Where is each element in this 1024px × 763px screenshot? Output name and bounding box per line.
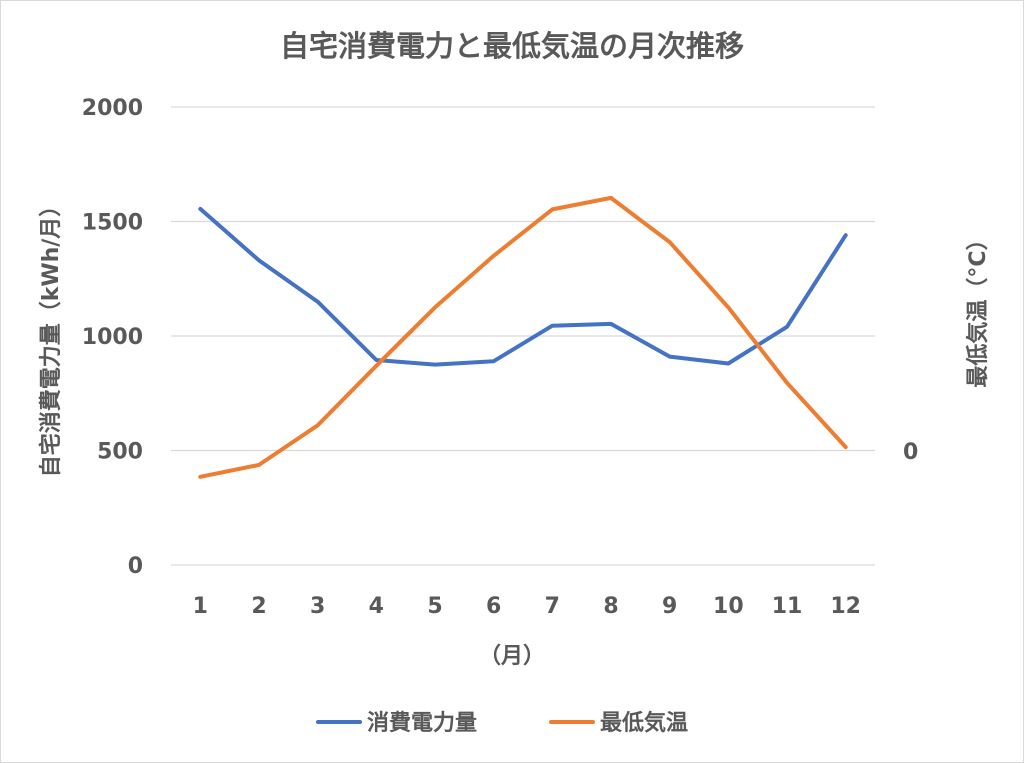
x-tick-label: 4 [369, 594, 384, 619]
chart-title: 自宅消費電力と最低気温の月次推移 [280, 29, 744, 63]
x-tick-label: 3 [310, 594, 325, 619]
x-tick-label: 6 [486, 594, 501, 619]
y-tick-label: 1500 [82, 211, 143, 236]
y-tick-label: 2000 [82, 96, 143, 121]
y2-axis-ticks: 0 [903, 440, 918, 465]
y-axis-ticks: 0 500 1000 1500 2000 [82, 96, 143, 579]
gridlines [171, 106, 875, 566]
x-axis-ticks: 1 2 3 4 5 6 7 8 9 10 11 12 [193, 594, 861, 619]
x-tick-label: 5 [427, 594, 442, 619]
x-tick-label: 8 [603, 594, 618, 619]
series-line-temp [198, 195, 848, 479]
legend-label-power: 消費電力量 [367, 711, 477, 736]
y-tick-label: 500 [97, 440, 143, 465]
x-tick-label: 9 [662, 594, 677, 619]
x-tick-label: 11 [772, 594, 803, 619]
y-axis-title: 自宅消費電力量（kWh/月） [38, 195, 64, 478]
y2-axis-title: 最低気温（°C） [965, 228, 991, 387]
legend-label-temp: 最低気温 [600, 710, 688, 736]
x-tick-label: 12 [830, 594, 861, 619]
x-axis-title: （月） [479, 644, 545, 669]
x-tick-label: 10 [713, 594, 744, 619]
y-tick-label: 1000 [82, 325, 143, 350]
plot-lines [198, 195, 848, 479]
y2-tick-label: 0 [903, 440, 918, 465]
x-tick-label: 2 [251, 594, 266, 619]
x-tick-label: 7 [545, 594, 560, 619]
y-tick-label: 0 [128, 554, 143, 579]
legend: 消費電力量 最低気温 [316, 710, 688, 736]
x-tick-label: 1 [193, 594, 208, 619]
series-line-power [198, 206, 848, 367]
